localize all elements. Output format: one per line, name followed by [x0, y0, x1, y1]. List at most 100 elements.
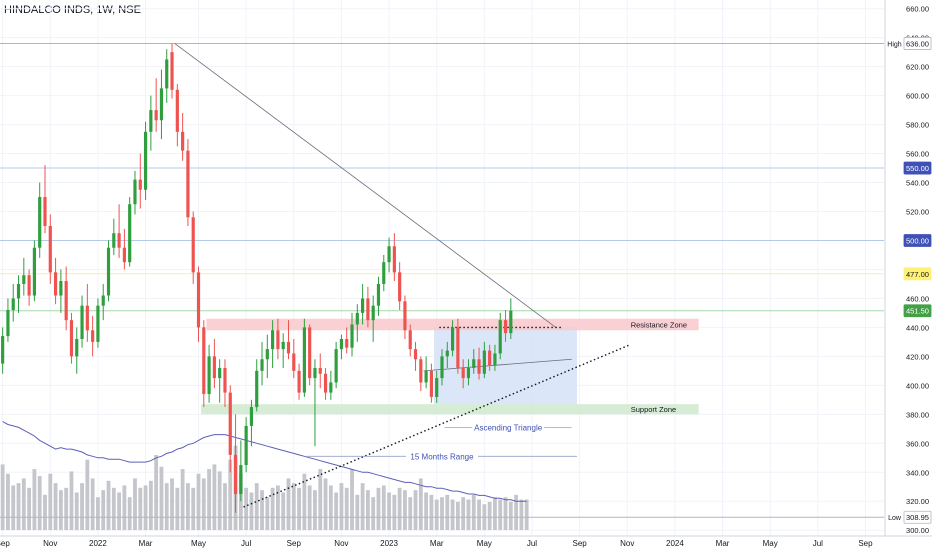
volume-bar	[127, 497, 132, 530]
candle-body	[239, 465, 243, 494]
candle-body	[6, 310, 10, 337]
candle-body	[1, 336, 5, 364]
volume-bar	[53, 483, 58, 530]
price-tag-label: 500.00	[906, 236, 929, 245]
volume-bar	[217, 471, 222, 530]
volume-bar	[281, 492, 286, 530]
volume-bar	[196, 473, 201, 530]
y-tick-label: 400.00	[906, 381, 929, 390]
x-tick-label: Nov	[43, 539, 57, 548]
price-line-label-bg	[886, 511, 903, 524]
volume-bar	[260, 490, 264, 530]
volume-bar	[508, 501, 513, 530]
zone-label: Support Zone	[631, 405, 676, 414]
volume-bar	[381, 485, 386, 530]
volume-bar	[339, 483, 344, 530]
volume-bar	[27, 487, 32, 530]
candle-body	[286, 341, 291, 354]
candle-body	[498, 320, 502, 354]
candle-body	[27, 275, 31, 296]
y-tick-label: 600.00	[906, 92, 929, 101]
candle-body	[387, 246, 391, 263]
volume-bar	[64, 487, 69, 530]
volume-bar	[43, 494, 47, 530]
volume-bar	[164, 483, 169, 530]
trendline	[174, 43, 557, 328]
volume-bar	[424, 492, 429, 530]
candle-body	[228, 392, 232, 455]
candle-body	[366, 298, 370, 321]
volume-bar	[58, 490, 63, 530]
candle-body	[297, 370, 301, 393]
volume-bar	[207, 469, 211, 530]
volume-bar	[461, 497, 466, 530]
volume-bar	[302, 473, 307, 530]
candle-body	[69, 320, 74, 357]
zone-band	[201, 404, 699, 415]
candle-body	[133, 179, 137, 205]
volume-bar	[503, 497, 508, 530]
volume-bar	[371, 497, 376, 530]
candle-body	[212, 356, 216, 379]
volume-bar	[334, 492, 339, 530]
candle-body	[265, 349, 269, 360]
volume-bar	[323, 478, 328, 530]
candle-body	[323, 373, 328, 393]
volume-bar	[74, 492, 79, 530]
volume-bar	[291, 483, 296, 530]
volume-bar	[328, 485, 333, 530]
volume-bar	[159, 466, 164, 530]
volume-bar	[186, 483, 190, 530]
price-tag	[903, 234, 932, 247]
price-line-label-bg	[886, 37, 903, 50]
candle-body	[419, 359, 423, 383]
volume-bar	[514, 494, 519, 530]
y-tick-label: 580.00	[906, 121, 929, 130]
candle-body	[53, 272, 58, 296]
y-tick-label: 380.00	[906, 410, 929, 419]
candle-body	[477, 359, 481, 374]
volume-bar	[154, 455, 159, 530]
volume-bar	[487, 501, 492, 530]
volume-bar	[106, 480, 111, 530]
candle-body	[101, 295, 105, 306]
price-line-label: High	[887, 41, 902, 48]
candle-body	[181, 131, 185, 151]
volume-bar	[413, 490, 418, 530]
y-tick-label: 460.00	[906, 294, 929, 303]
volume-bar	[111, 487, 116, 530]
volume-bar	[455, 501, 460, 530]
time-axis	[0, 536, 932, 550]
volume-bar	[471, 494, 476, 530]
candle-body	[106, 247, 111, 296]
price-tag-label: 550.00	[906, 164, 929, 173]
candle-body	[122, 247, 126, 263]
volume-bar	[228, 459, 233, 530]
volume-bar	[96, 497, 100, 530]
candle-body	[456, 327, 460, 368]
price-tag	[903, 304, 932, 318]
candle-body	[38, 197, 42, 248]
x-tick-label: Jul	[813, 539, 823, 548]
candle-body	[165, 59, 169, 89]
volume-bar	[392, 494, 397, 530]
price-tag	[903, 510, 932, 524]
candle-body	[244, 425, 248, 466]
volume-bar	[418, 478, 423, 530]
x-tick-label: May	[477, 539, 492, 548]
candle-body	[43, 197, 47, 226]
volume-bar	[143, 485, 148, 530]
volume-bar	[21, 478, 26, 530]
volume-ma-line	[2, 421, 527, 502]
volume-bar	[0, 464, 5, 530]
y-tick-label: 320.00	[906, 497, 929, 506]
price-tag-label: 477.00	[906, 270, 929, 279]
y-tick-label: 620.00	[906, 63, 929, 72]
volume-bar	[175, 487, 180, 530]
volume-bar	[445, 494, 450, 530]
x-tick-label: Nov	[334, 539, 348, 548]
candle-body	[191, 217, 195, 273]
price-tag-label: 451.50	[906, 307, 929, 316]
volume-bar	[355, 494, 360, 530]
